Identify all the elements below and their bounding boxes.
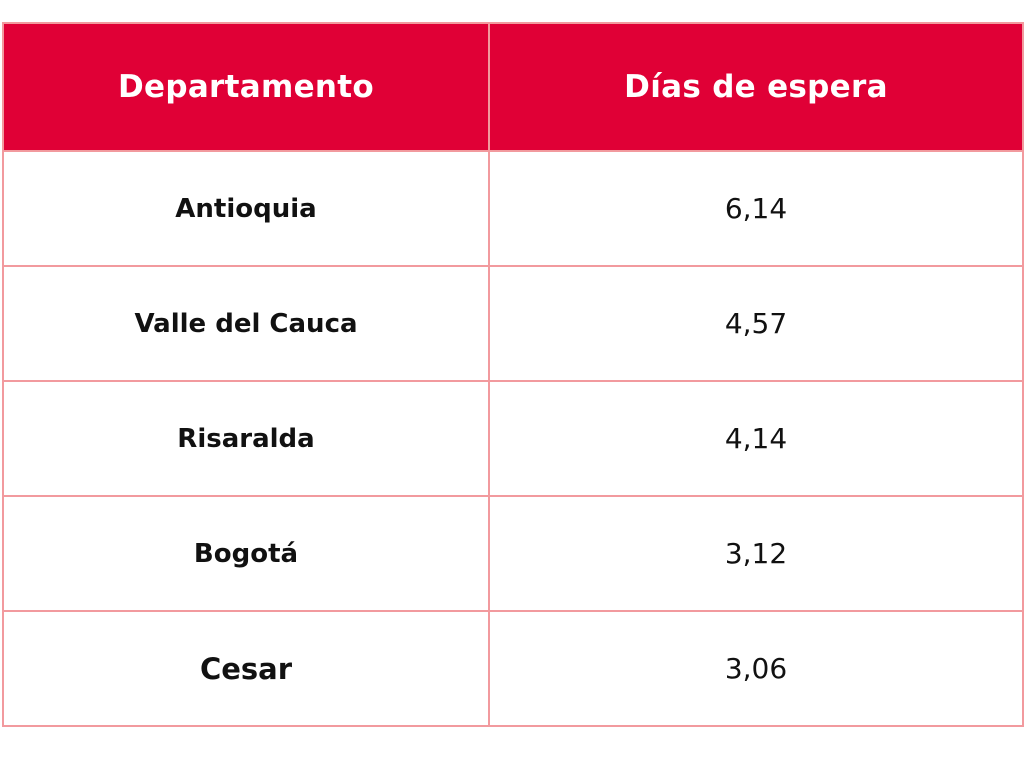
header-dias-de-espera: Días de espera bbox=[488, 22, 1024, 152]
table-row: Risaralda 4,14 bbox=[2, 380, 1024, 497]
header-departamento: Departamento bbox=[2, 22, 490, 152]
table-row: Valle del Cauca 4,57 bbox=[2, 265, 1024, 382]
cell-dias: 3,12 bbox=[488, 495, 1024, 612]
table-row: Antioquia 6,14 bbox=[2, 150, 1024, 267]
cell-dias: 3,06 bbox=[488, 610, 1024, 727]
table-row: Cesar 3,06 bbox=[2, 610, 1024, 727]
table-header-row: Departamento Días de espera bbox=[2, 22, 1024, 152]
data-table-container: Departamento Días de espera Antioquia 6,… bbox=[2, 22, 1024, 727]
cell-dias: 6,14 bbox=[488, 150, 1024, 267]
cell-departamento: Antioquia bbox=[2, 150, 490, 267]
cell-departamento: Bogotá bbox=[2, 495, 490, 612]
cell-departamento: Cesar bbox=[2, 610, 490, 727]
cell-departamento: Risaralda bbox=[2, 380, 490, 497]
waiting-days-table: Departamento Días de espera Antioquia 6,… bbox=[2, 22, 1024, 727]
cell-dias: 4,14 bbox=[488, 380, 1024, 497]
cell-departamento: Valle del Cauca bbox=[2, 265, 490, 382]
table-row: Bogotá 3,12 bbox=[2, 495, 1024, 612]
cell-dias: 4,57 bbox=[488, 265, 1024, 382]
